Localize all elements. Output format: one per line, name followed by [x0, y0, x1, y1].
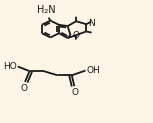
Text: OH: OH: [87, 66, 101, 75]
Text: O: O: [72, 88, 79, 97]
Text: HO: HO: [3, 62, 17, 71]
Text: O: O: [20, 84, 27, 93]
Text: H₂N: H₂N: [37, 5, 56, 15]
Text: O: O: [73, 31, 80, 40]
Text: N: N: [88, 19, 95, 28]
